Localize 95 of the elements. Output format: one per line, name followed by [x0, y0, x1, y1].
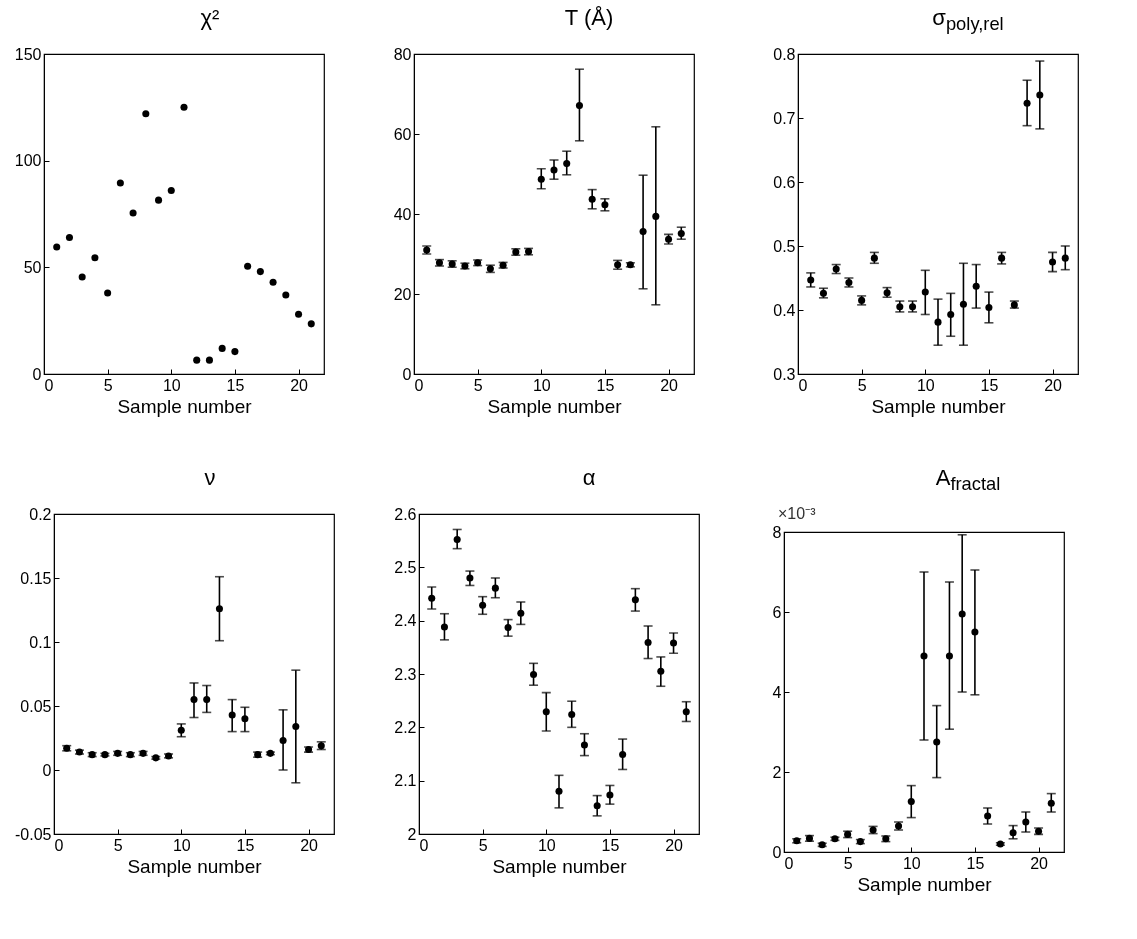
x-axis-title: Sample number — [492, 855, 628, 877]
x-tick-label: 20 — [290, 376, 309, 394]
y-tick-label: 2.6 — [394, 505, 417, 523]
y-tick-label: 80 — [393, 45, 412, 63]
y-tick-label: -0.05 — [15, 825, 52, 843]
y-tick-label: 2.5 — [394, 558, 417, 576]
point — [167, 187, 175, 195]
x-axis-title: Sample number — [127, 855, 263, 877]
text: ×10⁻³ — [778, 505, 817, 522]
x-tick-label: 15 — [966, 854, 985, 872]
x-tick-label: 10 — [902, 854, 921, 872]
y-tick-label: 0.3 — [773, 365, 796, 383]
point — [218, 344, 226, 352]
y-tick-label: 0.1 — [29, 633, 52, 651]
x-tick-label: 15 — [980, 376, 999, 394]
y-tick-label: 2 — [772, 763, 782, 781]
y-tick-label: 20 — [393, 285, 412, 303]
point — [193, 356, 201, 364]
chart-title: T (Å) — [563, 4, 615, 32]
x-axis-title: Sample number — [871, 395, 1007, 417]
point — [180, 103, 188, 111]
point — [129, 209, 137, 217]
x-tick-label: 5 — [857, 376, 867, 394]
x-tick-label: 15 — [226, 376, 245, 394]
point — [78, 273, 86, 281]
y-tick-label: 0.8 — [773, 45, 796, 63]
point — [231, 348, 239, 356]
x-tick-label: 15 — [596, 376, 615, 394]
x-tick-label: 20 — [1030, 854, 1049, 872]
y-tick-label: 0.2 — [29, 505, 52, 523]
point — [142, 110, 150, 118]
y-tick-label: 2.4 — [394, 612, 417, 630]
x-tick-label: 10 — [537, 836, 556, 854]
y-tick-label: 0.5 — [773, 237, 796, 255]
y-tick-label: 150 — [14, 45, 42, 63]
y-tick-label: 60 — [393, 125, 412, 143]
x-tick-label: 5 — [843, 854, 853, 872]
y-tick-label: 0 — [42, 761, 52, 779]
x-tick-label: 0 — [54, 836, 64, 854]
y-tick-label: 0 — [32, 365, 42, 383]
x-tick-label: 5 — [103, 376, 113, 394]
y-tick-label: 2.1 — [394, 772, 417, 790]
x-tick-label: 15 — [601, 836, 620, 854]
x-tick-label: 5 — [478, 836, 488, 854]
point — [116, 179, 124, 187]
x-axis-title: Sample number — [857, 873, 993, 895]
x-tick-label: 5 — [473, 376, 483, 394]
x-tick-label: 0 — [419, 836, 429, 854]
x-tick-label: 20 — [665, 836, 684, 854]
chart-title: ν — [203, 464, 217, 492]
chart-title: χ² — [199, 4, 221, 32]
point — [575, 102, 583, 110]
y-tick-label: 0.05 — [20, 697, 52, 715]
x-tick-label: 20 — [300, 836, 319, 854]
y-tick-label: 0.7 — [773, 109, 796, 127]
chart-title: α — [581, 464, 597, 492]
y-tick-label: 0.4 — [773, 301, 796, 319]
x-axis-title: Sample number — [117, 395, 253, 417]
y-tick-label: 2.2 — [394, 718, 417, 736]
point — [244, 262, 252, 270]
y-tick-label: 0 — [402, 365, 412, 383]
point — [104, 289, 112, 297]
point — [269, 278, 277, 286]
chart-title: A$_{fractal}$ — [934, 464, 1002, 497]
y-tick-label: 6 — [772, 603, 782, 621]
point — [205, 356, 213, 364]
x-tick-label: 10 — [532, 376, 551, 394]
y-tick-label: 50 — [23, 258, 42, 276]
x-tick-label: 20 — [1044, 376, 1063, 394]
x-tick-label: 10 — [162, 376, 181, 394]
point — [155, 196, 163, 204]
x-tick-label: 20 — [660, 376, 679, 394]
point — [295, 310, 303, 318]
point — [307, 320, 315, 328]
x-tick-label: 10 — [172, 836, 191, 854]
x-tick-label: 5 — [113, 836, 123, 854]
y-tick-label: 0.15 — [20, 569, 52, 587]
point — [91, 254, 99, 262]
y-tick-label: 100 — [14, 152, 42, 170]
x-tick-label: 10 — [916, 376, 935, 394]
point — [282, 291, 290, 299]
y-tick-label: 8 — [772, 523, 782, 541]
y-tick-label: 0.6 — [773, 173, 796, 191]
y-tick-label: 2.3 — [394, 665, 417, 683]
chart-title: σ$_{poly,rel}$ — [931, 4, 1005, 37]
point — [530, 671, 538, 679]
x-axis-title: Sample number — [487, 395, 623, 417]
point — [65, 233, 73, 241]
y-tick-label: 40 — [393, 205, 412, 223]
point — [256, 268, 264, 276]
x-tick-label: 15 — [236, 836, 255, 854]
y-tick-label: 2 — [407, 825, 417, 843]
x-tick-label: 0 — [798, 376, 808, 394]
point — [53, 243, 61, 251]
y-tick-label: 4 — [772, 683, 782, 701]
